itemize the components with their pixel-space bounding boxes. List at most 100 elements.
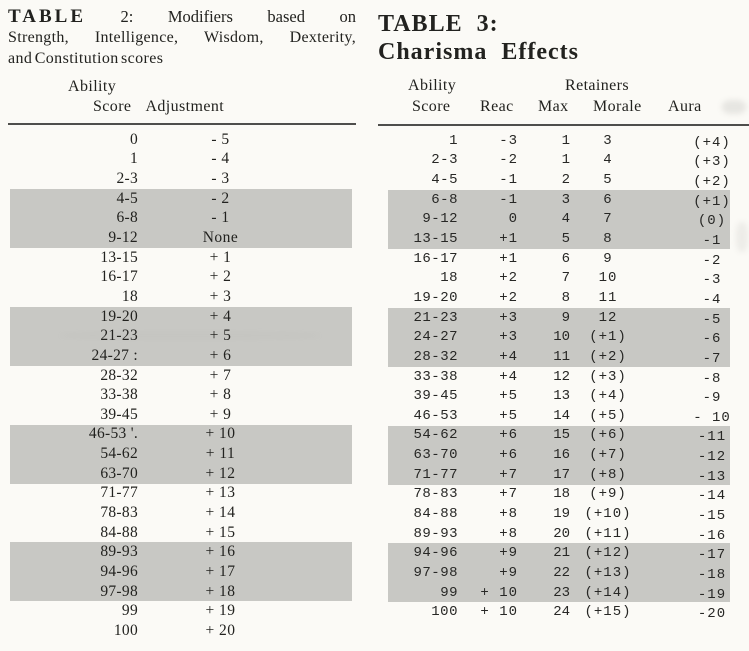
retainers-morale-cell: 4 [603, 152, 613, 169]
adjustment-cell: + 11 [205, 445, 236, 463]
table3-header-max: Max [538, 98, 569, 115]
adjustment-cell: - 4 [211, 150, 230, 168]
reaction-cell: -2 [499, 152, 518, 169]
aura-cell: - 10 [693, 409, 731, 426]
retainers-max-cell: 10 [553, 329, 570, 346]
adjustment-cell: + 1 [209, 248, 232, 266]
reaction-cell: +5 [499, 407, 518, 424]
ability-score-cell: 46-53 '. [88, 425, 138, 443]
retainers-max-cell: 12 [553, 368, 570, 385]
retainers-max-cell: 7 [561, 270, 570, 287]
adjustment-cell: + 5 [209, 327, 232, 345]
table-row: 84-88 + 15 [8, 523, 356, 543]
table-row: 21-23 +3 9 12 -5 [378, 307, 749, 328]
adjustment-cell: + 10 [205, 425, 236, 443]
ability-score-cell: 6-8 [431, 191, 458, 208]
retainers-max-cell: 11 [553, 348, 570, 365]
aura-cell: -12 [697, 449, 727, 466]
adjustment-cell: - 2 [211, 189, 230, 207]
aura-cell: -18 [697, 566, 727, 583]
adjustment-cell: + 4 [209, 307, 232, 325]
retainers-morale-cell: 8 [603, 231, 613, 248]
retainers-morale-cell: (+14) [584, 584, 632, 601]
reaction-cell: +6 [499, 427, 518, 444]
ability-score-cell: 39-45 [100, 405, 138, 423]
ability-score-cell: 24-27 [413, 329, 458, 346]
table-row: 13-15 +1 5 8 -1 [378, 229, 749, 249]
retainers-morale-cell: (+8) [589, 466, 627, 483]
table3-header-retainers: Retainers [565, 77, 630, 94]
table3-title-line2: Charisma Effects [378, 39, 579, 65]
table-row: 46-53 +5 14 (+5) - 10 [378, 406, 749, 426]
scan-bleed-artifact [736, 222, 748, 252]
ability-score-cell: 4-5 [116, 189, 138, 207]
ability-score-cell: 9-12 [108, 229, 138, 247]
table-row: 16-17 + 2 [8, 267, 356, 287]
ability-score-cell: 9-12 [422, 211, 458, 228]
reaction-cell: +4 [499, 348, 518, 365]
table2-title: TABLE 2: Modifiers based on Strength, In… [8, 6, 356, 69]
ability-score-cell: 2-3 [116, 170, 138, 188]
retainers-morale-cell: 10 [598, 270, 618, 287]
reaction-cell: -1 [499, 172, 518, 189]
reaction-cell: +8 [499, 525, 518, 542]
aura-cell: -16 [697, 527, 727, 544]
aura-cell: (0) [697, 213, 727, 230]
adjustment-cell: + 19 [205, 602, 236, 620]
table-row: 4-5 -1 2 5 (+2) [378, 170, 749, 190]
reaction-cell: 0 [508, 211, 518, 228]
retainers-morale-cell: 9 [603, 250, 613, 267]
table2-title-line3: and Constitution scores [8, 50, 164, 67]
adjustment-cell: + 17 [205, 562, 236, 580]
table-row: 99 + 10 23 (+14) -19 [378, 582, 749, 603]
table2-title-line2: Strength, Intelligence, Wisdom, Dexterit… [8, 29, 356, 46]
retainers-max-cell: 17 [553, 466, 570, 483]
table2-section: TABLE 2: Modifiers based on Strength, In… [8, 6, 356, 641]
ability-score-cell: 97-98 [413, 564, 458, 581]
retainers-morale-cell: (+12) [584, 545, 632, 562]
adjustment-cell: + 7 [209, 366, 232, 384]
table-row: 9-12 None [8, 228, 356, 248]
scan-bleed-artifact [60, 332, 320, 339]
ability-score-cell: 100 [431, 604, 458, 621]
table-row: 18 +2 7 10 -3 [378, 268, 749, 288]
table-row: 97-98 +9 22 (+13) -18 [378, 563, 749, 583]
table2-title-rest: 2: Modifiers based on [120, 7, 356, 26]
reaction-cell: +4 [499, 368, 518, 385]
adjustment-cell: + 13 [205, 484, 236, 502]
table-row: 63-70 +6 16 (+7) -12 [378, 445, 749, 465]
reaction-cell: +8 [499, 505, 518, 522]
table3-header-score: Score [412, 98, 451, 115]
retainers-max-cell: 2 [561, 172, 570, 189]
retainers-max-cell: 6 [561, 250, 570, 267]
retainers-morale-cell: 5 [603, 172, 613, 189]
ability-score-cell: 84-88 [413, 505, 458, 522]
retainers-max-cell: 3 [561, 191, 570, 208]
table3-rule-line [378, 124, 749, 126]
reaction-cell: + 10 [480, 604, 518, 621]
retainers-max-cell: 22 [553, 564, 570, 581]
aura-cell: -9 [702, 390, 722, 407]
table2-header-adjustment: Adjustment [145, 98, 225, 115]
table-row: 28-32 + 7 [8, 366, 356, 386]
retainers-morale-cell: (+7) [589, 447, 627, 464]
table-row: 0 - 5 [8, 130, 356, 150]
table-row: 28-32 +4 11 (+2) -7 [378, 347, 749, 367]
table-row: 100 + 20 [8, 621, 356, 641]
adjustment-cell: - 5 [211, 130, 230, 148]
ability-score-cell: 21-23 [100, 327, 138, 345]
retainers-max-cell: 4 [561, 211, 570, 228]
ability-score-cell: 28-32 [413, 348, 458, 365]
reaction-cell: -1 [499, 191, 518, 208]
reaction-cell: +7 [499, 466, 518, 483]
table3-header-ability: Ability [408, 77, 457, 94]
ability-score-cell: 21-23 [413, 309, 458, 326]
reaction-cell: +1 [499, 231, 518, 248]
retainers-max-cell: 23 [553, 584, 570, 601]
aura-cell: -20 [697, 606, 727, 623]
retainers-morale-cell: 7 [603, 211, 613, 228]
adjustment-cell: + 16 [205, 543, 236, 561]
retainers-morale-cell: (+1) [589, 329, 627, 346]
ability-score-cell: 0 [129, 130, 138, 148]
ability-score-cell: 13-15 [100, 248, 138, 266]
